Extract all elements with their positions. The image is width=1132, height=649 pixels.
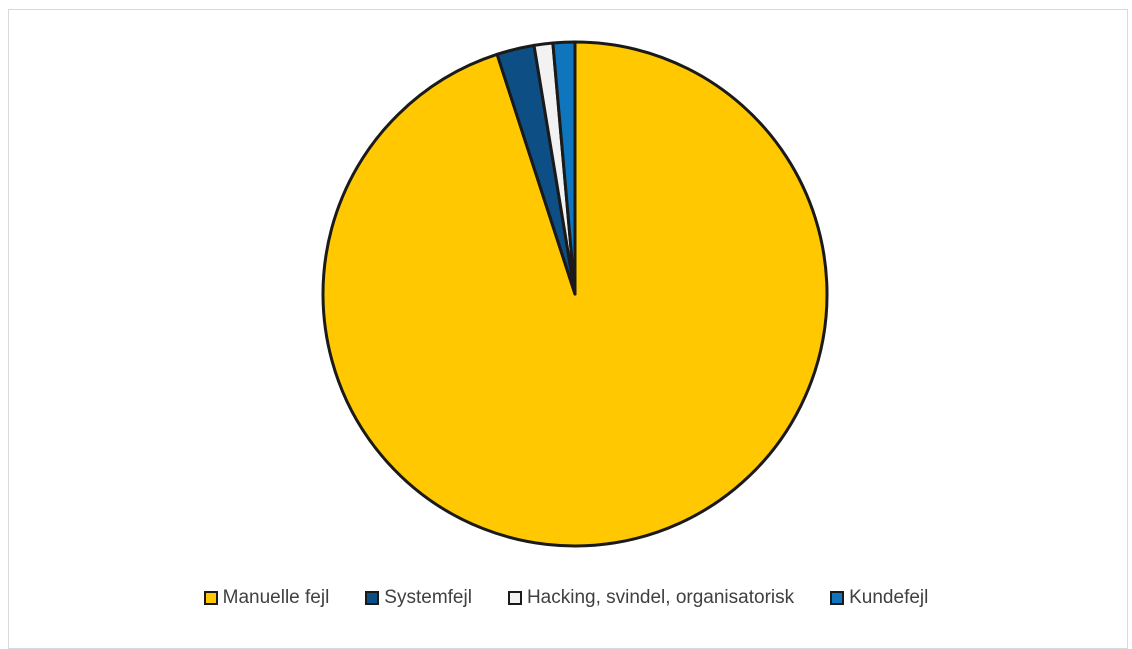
legend-swatch-manuelle-fejl (203, 591, 218, 605)
legend-swatch-systemfejl (365, 591, 380, 605)
legend: Manuelle fejl Systemfejl Hacking, svinde… (0, 585, 1132, 611)
legend-item-hacking: Hacking, svindel, organisatorisk (507, 587, 795, 609)
legend-label-systemfejl: Systemfejl (384, 587, 472, 608)
legend-label-hacking: Hacking, svindel, organisatorisk (526, 587, 795, 608)
legend-item-systemfejl: Systemfejl (365, 587, 472, 609)
legend-swatch-hacking (507, 591, 522, 605)
legend-swatch-kundefejl (830, 591, 845, 605)
legend-label-manuelle-fejl: Manuelle fejl (222, 587, 330, 608)
pie-chart (321, 40, 829, 548)
pie-slice-kundefejl (551, 40, 577, 296)
legend-label-kundefejl: Kundefejl (849, 587, 929, 608)
legend-item-manuelle-fejl: Manuelle fejl (203, 587, 330, 609)
legend-item-kundefejl: Kundefejl (830, 587, 928, 609)
